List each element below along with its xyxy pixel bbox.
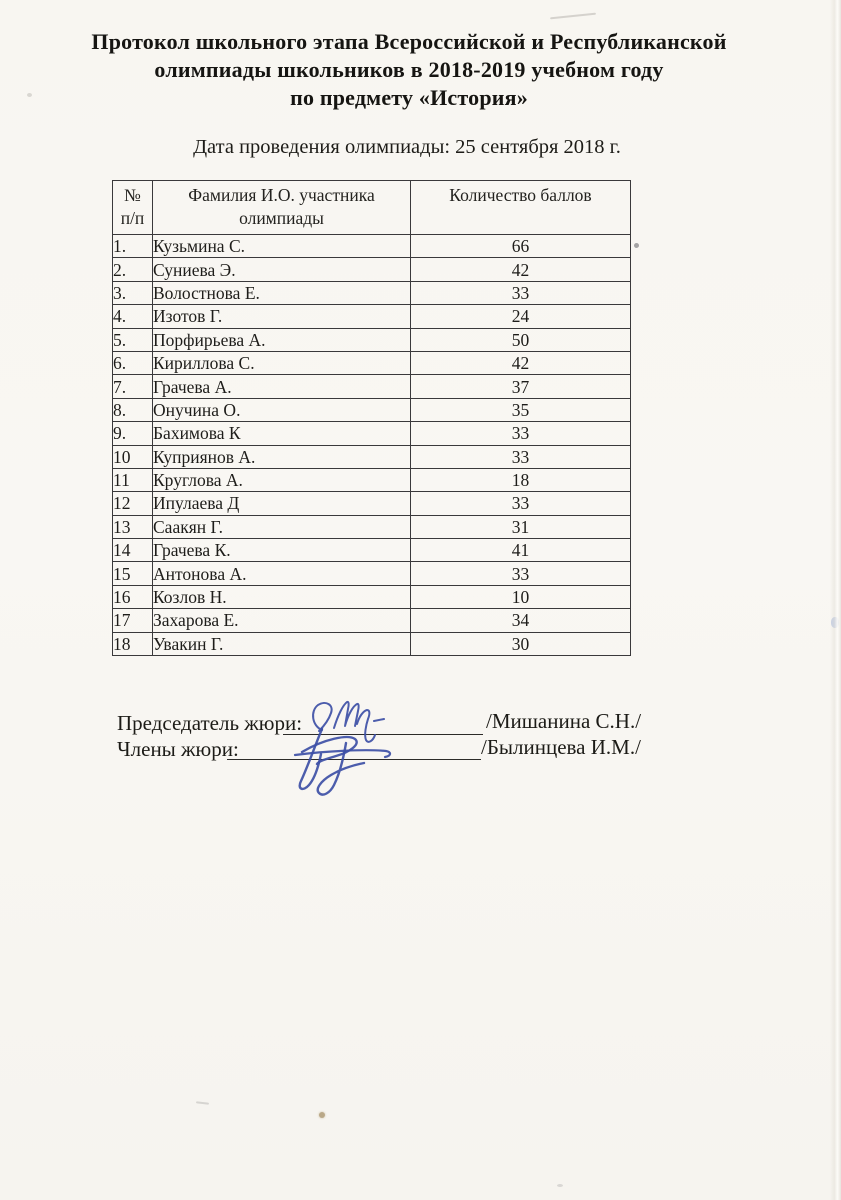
scan-scratch-artifact [550, 12, 596, 19]
participant-name-cell: Изотов Г. [152, 304, 411, 329]
score-cell: 66 [410, 233, 631, 259]
row-number-cell: 16 [112, 584, 153, 610]
participant-name-cell: Куприянов А. [152, 444, 411, 469]
title-line-3: по предмету «История» [290, 85, 528, 110]
results-table-body: 1. Кузьмина С. 66 2. Суниева Э. 42 3. Во… [112, 233, 631, 657]
score-cell: 33 [410, 421, 631, 446]
results-table: № п/п Фамилия И.О. участника олимпиады К… [112, 180, 631, 657]
table-row: 17 Захарова Е. 34 [112, 608, 631, 633]
participant-name-cell: Волостнова Е. [152, 280, 411, 306]
participant-name-cell: Саакян Г. [152, 514, 411, 540]
participant-name-cell: Увакин Г. [152, 631, 411, 657]
table-header-row: № п/п Фамилия И.О. участника олимпиады К… [112, 180, 631, 235]
table-row: 7. Грачева А. 37 [112, 374, 631, 399]
row-number-cell: 4. [112, 304, 153, 329]
handwritten-signature-chair [312, 700, 385, 743]
scan-speck [27, 93, 32, 97]
row-number-cell: 3. [112, 280, 153, 306]
table-row: 12 Ипулаева Д 33 [112, 491, 631, 516]
jury-chair-label: Председатель жюри: [117, 711, 303, 735]
participant-name-cell: Антонова А. [152, 561, 411, 586]
participant-name-cell: Ипулаева Д [152, 491, 411, 516]
score-cell: 33 [410, 491, 631, 516]
table-row: 13 Саакян Г. 31 [112, 514, 631, 540]
participant-name-cell: Круглова А. [152, 467, 411, 493]
table-row: 1. Кузьмина С. 66 [112, 233, 631, 259]
table-row: 6. Кириллова С. 42 [112, 350, 631, 376]
table-row: 8. Онучина О. 35 [112, 397, 631, 423]
score-cell: 33 [410, 561, 631, 586]
table-row: 4. Изотов Г. 24 [112, 304, 631, 329]
jury-members-label: Члены жюри: [117, 737, 239, 761]
participant-name-cell: Порфирьева А. [152, 327, 411, 352]
document-title: Протокол школьного этапа Всероссийской и… [2, 28, 816, 112]
row-number-cell: 5. [112, 327, 153, 352]
score-cell: 33 [410, 280, 631, 306]
score-cell: 18 [410, 467, 631, 493]
row-number-cell: 6. [112, 350, 153, 376]
table-row: 18 Увакин Г. 30 [112, 631, 631, 657]
table-row: 2. Суниева Э. 42 [112, 257, 631, 282]
score-cell: 31 [410, 514, 631, 540]
participant-name-cell: Бахимова К [152, 421, 411, 446]
score-cell: 37 [410, 374, 631, 399]
col-header-score: Количество баллов [410, 180, 631, 235]
participant-name-cell: Суниева Э. [152, 257, 411, 282]
row-number-cell: 13 [112, 514, 153, 540]
score-cell: 24 [410, 304, 631, 329]
jury-chair-name: /Мишанина С.Н./ [486, 709, 642, 733]
row-number-cell: 10 [112, 444, 153, 469]
row-number-cell: 9. [112, 421, 153, 446]
score-cell: 30 [410, 631, 631, 657]
row-number-cell: 14 [112, 538, 153, 563]
score-cell: 33 [410, 444, 631, 469]
score-cell: 35 [410, 397, 631, 423]
row-number-cell: 7. [112, 374, 153, 399]
table-row: 3. Волостнова Е. 33 [112, 280, 631, 306]
scan-speck [195, 1101, 210, 1105]
handwritten-signature-member [293, 727, 392, 796]
row-number-cell: 17 [112, 608, 153, 633]
title-line-2: олимпиады школьников в 2018-2019 учебном… [154, 57, 664, 82]
jury-members-name: /Былинцева И.М./ [481, 735, 641, 759]
score-cell: 34 [410, 608, 631, 633]
score-cell: 10 [410, 584, 631, 610]
table-row: 5. Порфирьева А. 50 [112, 327, 631, 352]
participant-name-cell: Кириллова С. [152, 350, 411, 376]
jury-chair-signature-line [283, 714, 483, 735]
olympiad-date-line: Дата проведения олимпиады: 25 сентября 2… [193, 136, 621, 158]
row-number-cell: 2. [112, 257, 153, 282]
table-row: 16 Козлов Н. 10 [112, 584, 631, 610]
score-cell: 50 [410, 327, 631, 352]
participant-name-cell: Грачева А. [152, 374, 411, 399]
col-header-number: № п/п [112, 180, 153, 235]
table-row: 10 Куприянов А. 33 [112, 444, 631, 469]
score-cell: 41 [410, 538, 631, 563]
row-number-cell: 11 [112, 467, 153, 493]
table-row: 9. Бахимова К 33 [112, 421, 631, 446]
table-row: 15 Антонова А. 33 [112, 561, 631, 586]
row-number-cell: 12 [112, 491, 153, 516]
scan-edge-shadow [830, 0, 841, 1200]
col-header-participant: Фамилия И.О. участника олимпиады [152, 180, 411, 235]
participant-name-cell: Онучина О. [152, 397, 411, 423]
participant-name-cell: Кузьмина С. [152, 233, 411, 259]
score-cell: 42 [410, 350, 631, 376]
scan-speck [634, 243, 639, 248]
scan-speck [557, 1184, 563, 1187]
title-line-1: Протокол школьного этапа Всероссийской и… [91, 29, 727, 54]
table-row: 11 Круглова А. 18 [112, 467, 631, 493]
jury-members-signature-line [227, 739, 481, 760]
score-cell: 42 [410, 257, 631, 282]
row-number-cell: 1. [112, 233, 153, 259]
table-row: 14 Грачева К. 41 [112, 538, 631, 563]
scan-speck [319, 1112, 325, 1118]
participant-name-cell: Грачева К. [152, 538, 411, 563]
row-number-cell: 8. [112, 397, 153, 423]
participant-name-cell: Козлов Н. [152, 584, 411, 610]
participant-name-cell: Захарова Е. [152, 608, 411, 633]
row-number-cell: 18 [112, 631, 153, 657]
row-number-cell: 15 [112, 561, 153, 586]
